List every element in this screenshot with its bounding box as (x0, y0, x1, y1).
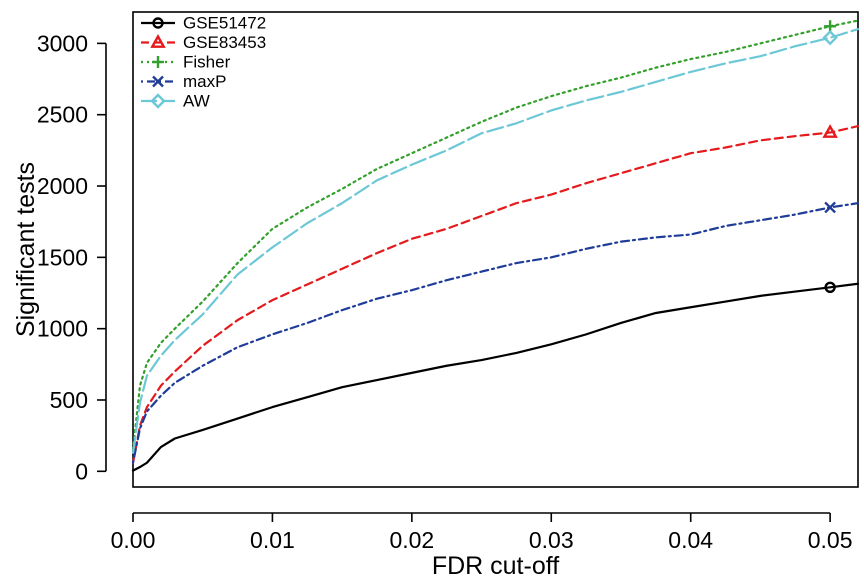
series-marker-gse83453 (822, 124, 838, 138)
x-axis-title: FDR cut-off (432, 552, 559, 580)
series-marker-aw-shape (822, 29, 838, 46)
y-tick-label: 1500 (37, 244, 88, 270)
x-tick-label: 0.02 (389, 527, 434, 553)
y-tick-label: 2000 (37, 173, 88, 199)
legend-label-aw: AW (183, 92, 210, 111)
legend-item-gse83453: GSE83453 (141, 33, 266, 52)
series-marker-maxp-b (824, 201, 836, 214)
plot-frame (132, 11, 859, 488)
series-marker-gse51472-shape (824, 281, 836, 294)
legend-marker-aw (150, 93, 166, 109)
legend-item-maxp: maxP (141, 72, 226, 91)
y-tick-label: 0 (75, 458, 88, 484)
series-line-gse51472 (131, 282, 860, 472)
legend-item-aw: AW (141, 92, 210, 111)
legend-label-maxp: maxP (183, 72, 226, 91)
series-marker-gse51472 (824, 281, 836, 294)
series-line-aw (131, 28, 860, 454)
x-tick-label: 0.03 (529, 527, 574, 553)
series-line-gse83453 (131, 125, 860, 464)
y-axis: 0 500 1000 1500 2000 2500 3000 (37, 30, 107, 484)
legend-marker-gse83453 (150, 34, 166, 48)
y-tick-label: 1000 (37, 316, 88, 342)
series-marker-aw (822, 29, 838, 46)
series-marker-gse83453-shape (822, 124, 838, 138)
series-group (131, 19, 860, 472)
legend-label-gse83453: GSE83453 (183, 33, 266, 52)
y-tick-label: 500 (50, 387, 88, 413)
legend-marker-maxp-b (152, 75, 164, 88)
y-tick-label: 3000 (37, 30, 88, 56)
legend-marker-gse51472 (152, 17, 164, 29)
legend-marker-maxp (152, 75, 164, 88)
x-tick-label: 0.00 (111, 527, 156, 553)
x-tick-label: 0.01 (250, 527, 295, 553)
plot-frame-group (132, 11, 859, 488)
legend-item-fisher: Fisher (141, 53, 231, 72)
legend-marker-gse51472-shape (152, 17, 164, 29)
legend-label-gse51472: GSE51472 (183, 14, 266, 33)
legend-label-fisher: Fisher (183, 53, 231, 72)
series-line-maxp (131, 202, 860, 464)
legend-marker-aw-shape (150, 93, 166, 109)
x-axis: 0.00 0.01 0.02 0.03 0.04 0.05 (111, 512, 853, 553)
legend-marker-fisher (152, 56, 164, 68)
x-tick-label: 0.05 (808, 527, 853, 553)
series-line-fisher (131, 19, 860, 452)
series-marker-maxp (824, 201, 836, 214)
x-tick-label: 0.04 (668, 527, 713, 553)
y-tick-label: 2500 (37, 102, 88, 128)
y-axis-title: Significant tests (12, 162, 40, 337)
legend-marker-gse83453-shape (150, 34, 166, 48)
legend-item-gse51472: GSE51472 (141, 14, 266, 33)
